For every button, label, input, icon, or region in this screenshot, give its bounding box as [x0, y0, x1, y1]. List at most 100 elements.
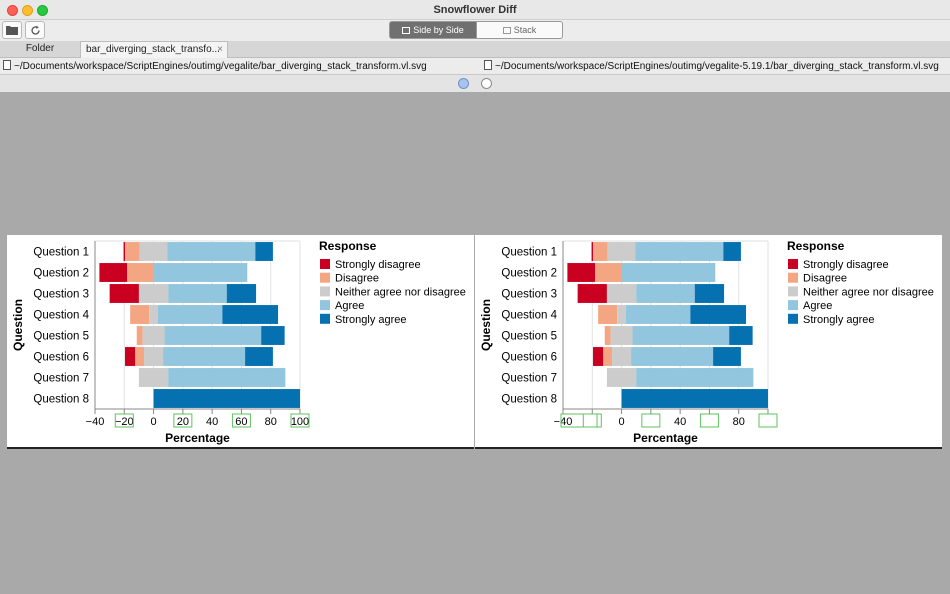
legend-label: Strongly disagree	[803, 259, 889, 271]
category-label: Question 2	[501, 268, 557, 280]
x-tick-label: 100	[291, 416, 309, 428]
category-label: Question 7	[33, 373, 89, 385]
bar-question-4-neither-agree-nor-disagree	[617, 305, 626, 324]
tab-bar: Folder bar_diverging_stack_transfo... ×	[0, 41, 950, 58]
left-path-text: ~/Documents/workspace/ScriptEngines/outi…	[14, 61, 427, 72]
diff-highlight-box	[231, 413, 251, 428]
bar-question-5-strongly-agree	[261, 326, 285, 345]
left-file-path: ~/Documents/workspace/ScriptEngines/outi…	[3, 60, 427, 72]
close-tab-icon[interactable]: ×	[217, 44, 223, 55]
diff-highlight-box	[758, 413, 778, 428]
side-by-side-icon	[402, 27, 411, 34]
bar-question-8-strongly-agree	[621, 389, 768, 408]
close-window-icon[interactable]	[7, 5, 18, 16]
tab-file-label: bar_diverging_stack_transfo...	[86, 44, 220, 55]
legend-swatch-strongly-agree	[788, 313, 798, 324]
y-axis-title: Question	[479, 299, 493, 351]
legend-label: Strongly agree	[335, 314, 407, 326]
bar-question-1-disagree	[125, 242, 140, 261]
diff-highlight-box	[114, 413, 134, 428]
bar-question-1-disagree	[593, 242, 608, 261]
bar-question-3-agree	[636, 284, 695, 303]
file-icon	[3, 60, 11, 70]
bar-question-5-neither-agree-nor-disagree	[142, 326, 165, 345]
diff-highlight-box	[290, 413, 310, 428]
bar-question-3-strongly-agree	[694, 284, 725, 303]
title-bar: Snowflower Diff	[0, 0, 950, 20]
bar-question-1-strongly-disagree	[591, 242, 594, 261]
bar-question-6-agree	[631, 347, 714, 366]
bar-question-7-neither-agree-nor-disagree	[606, 368, 637, 387]
left-diff-panel: Question 1 Question 2 Question 3 Question 4…	[7, 235, 474, 449]
diff-highlight-box	[582, 413, 602, 428]
legend-swatch-agree	[788, 300, 798, 311]
bar-question-1-agree	[635, 242, 724, 261]
category-label: Question 8	[33, 394, 89, 406]
bar-question-5-disagree	[136, 326, 143, 345]
bar-question-3-strongly-disagree	[577, 284, 607, 303]
bar-question-4-agree	[157, 305, 223, 324]
bar-question-5-strongly-agree	[729, 326, 753, 345]
x-tick-label: 40	[206, 416, 218, 428]
legend-swatch-agree	[320, 300, 330, 311]
tab-folder[interactable]: Folder	[25, 43, 55, 54]
bar-question-4-agree	[625, 305, 691, 324]
x-tick-label: 20	[177, 416, 189, 428]
bar-question-6-strongly-disagree	[125, 347, 136, 366]
bar-question-5-agree	[164, 326, 262, 345]
category-label: Question 8	[501, 394, 557, 406]
bar-question-3-neither-agree-nor-disagree	[606, 284, 637, 303]
bar-question-2-strongly-disagree	[99, 263, 128, 282]
category-label: Question 6	[33, 352, 89, 364]
diff-highlight-box	[173, 413, 193, 428]
category-label: Question 5	[501, 331, 557, 343]
legend-label: Neither agree nor disagree	[803, 286, 934, 298]
bar-question-4-disagree	[130, 305, 150, 324]
view-radio-2[interactable]	[481, 78, 492, 89]
right-path-text: ~/Documents/workspace/ScriptEngines/outi…	[495, 61, 939, 72]
legend-title: Response	[319, 239, 377, 253]
x-tick-label: 0	[151, 416, 157, 428]
bar-question-2-agree	[621, 263, 716, 282]
diff-highlight-box	[699, 413, 719, 428]
bar-question-3-strongly-disagree	[109, 284, 139, 303]
y-axis-title: Question	[11, 299, 25, 351]
stack-icon	[502, 27, 511, 34]
refresh-icon	[30, 25, 40, 35]
stack-button[interactable]: Stack	[477, 21, 563, 39]
bar-question-7-neither-agree-nor-disagree	[138, 368, 169, 387]
open-folder-button[interactable]	[2, 21, 22, 39]
legend-label: Neither agree nor disagree	[335, 286, 466, 298]
view-selector	[0, 75, 950, 92]
bar-question-4-strongly-agree	[690, 305, 747, 324]
bar-question-1-strongly-agree	[255, 242, 273, 261]
bar-question-6-strongly-disagree	[593, 347, 604, 366]
category-label: Question 1	[501, 247, 557, 259]
diff-highlight-box	[641, 413, 661, 428]
bar-question-4-neither-agree-nor-disagree	[149, 305, 158, 324]
view-radio-1[interactable]	[458, 78, 469, 89]
bar-question-6-neither-agree-nor-disagree	[612, 347, 632, 366]
legend-swatch-strongly-disagree	[320, 259, 330, 269]
legend-label: Strongly agree	[803, 314, 875, 326]
legend-title: Response	[787, 239, 845, 253]
x-tick-label: −20	[115, 416, 134, 428]
diff-highlight-box	[560, 413, 598, 428]
toolbar: Side by Side Stack	[0, 20, 950, 41]
left-chart: Question 1 Question 2 Question 3 Question 4…	[11, 239, 466, 445]
bar-question-5-disagree	[604, 326, 611, 345]
refresh-button[interactable]	[25, 21, 45, 39]
tab-file[interactable]: bar_diverging_stack_transfo... ×	[80, 41, 228, 58]
bar-question-6-agree	[163, 347, 246, 366]
bar-question-1-neither-agree-nor-disagree	[139, 242, 168, 261]
minimize-window-icon[interactable]	[22, 5, 33, 16]
x-tick-label: 80	[733, 416, 745, 428]
maximize-window-icon[interactable]	[37, 5, 48, 16]
side-by-side-button[interactable]: Side by Side	[389, 21, 477, 39]
bar-question-3-neither-agree-nor-disagree	[138, 284, 169, 303]
bar-question-5-neither-agree-nor-disagree	[610, 326, 633, 345]
bar-question-3-strongly-agree	[226, 284, 257, 303]
legend-swatch-strongly-agree	[320, 313, 330, 324]
bar-question-1-strongly-agree	[723, 242, 741, 261]
category-label: Question 3	[33, 289, 89, 301]
